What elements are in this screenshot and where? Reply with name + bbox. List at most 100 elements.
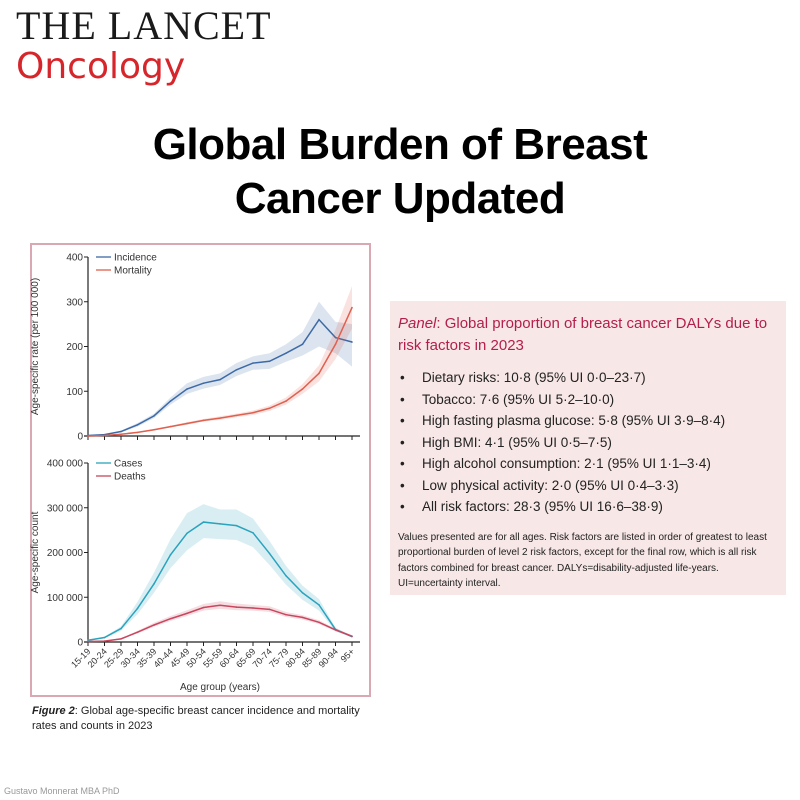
data-point — [301, 591, 304, 594]
data-point — [235, 606, 238, 608]
data-point — [202, 606, 205, 609]
legend-label-cases: Cases — [114, 459, 142, 470]
data-point — [235, 524, 238, 527]
x-tick-label: 95+ — [339, 646, 357, 664]
list-item: Low physical activity: 2·0 (95% UI 0·4–3… — [398, 475, 778, 497]
uncertainty-band-incidence — [88, 301, 352, 436]
data-point — [186, 388, 188, 390]
data-point — [318, 318, 320, 321]
list-item: High BMI: 4·1 (95% UI 0·5–7·5) — [398, 432, 778, 454]
data-point — [103, 640, 106, 642]
list-item: High fasting plasma glucose: 5·8 (95% UI… — [398, 410, 778, 432]
panel-title-label: Panel — [398, 315, 437, 332]
data-point — [169, 553, 172, 556]
data-point — [285, 400, 287, 402]
data-point — [235, 368, 238, 371]
data-point — [136, 431, 139, 434]
data-point — [103, 434, 106, 437]
data-point — [351, 635, 353, 637]
data-point — [235, 414, 238, 417]
uncertainty-band-cases — [88, 504, 352, 641]
data-point — [301, 388, 304, 390]
legend-label-incidence: Incidence — [114, 253, 157, 264]
y-tick-label: 400 000 — [47, 459, 84, 470]
data-point — [153, 624, 155, 626]
legend-label-mortality: Mortality — [114, 266, 152, 277]
title-line-2: Cancer Updated — [234, 174, 566, 223]
panel-title-text: : Global proportion of breast cancer DAL… — [398, 315, 768, 354]
data-point — [285, 613, 287, 616]
x-axis-label: Age group (years) — [180, 682, 260, 693]
data-point — [153, 583, 155, 585]
data-point — [87, 639, 89, 642]
data-point — [103, 636, 106, 639]
data-point — [268, 360, 271, 363]
x-tick-label: 90-94 — [317, 646, 340, 669]
data-point — [120, 430, 122, 433]
oncology-logo: Oncology — [16, 46, 186, 87]
data-point — [186, 612, 188, 615]
data-point — [202, 382, 205, 384]
lancet-logo: THE LANCET — [16, 3, 272, 48]
uncertainty-band-mortality — [88, 286, 352, 436]
title-line-1: Global Burden of Breast — [152, 120, 648, 169]
data-point — [219, 378, 221, 381]
data-point — [219, 417, 221, 419]
risk-factor-list: Dietary risks: 10·8 (95% UI 0·0–23·7) To… — [398, 367, 778, 518]
panel-title: Panel: Global proportion of breast cance… — [398, 313, 778, 357]
data-point — [169, 400, 172, 402]
data-point — [252, 607, 254, 609]
y-tick-label: 200 — [66, 342, 83, 353]
data-point — [252, 532, 254, 534]
data-point — [87, 435, 89, 437]
data-point — [318, 372, 320, 375]
data-point — [136, 607, 139, 610]
data-point — [351, 341, 353, 343]
data-point — [120, 433, 122, 436]
data-point — [334, 629, 337, 631]
figure-caption: Figure 2: Global age-specific breast can… — [32, 704, 377, 734]
list-item: Tobacco: 7·6 (95% UI 5·2–10·0) — [398, 389, 778, 411]
data-point — [87, 640, 89, 643]
data-point — [136, 424, 139, 426]
data-point — [219, 523, 221, 525]
data-point — [186, 532, 188, 535]
data-point — [169, 617, 172, 620]
data-point — [153, 415, 155, 417]
figure-frame — [30, 243, 371, 697]
author-credit: Gustavo Monnerat MBA PhD — [4, 786, 120, 796]
data-point — [334, 343, 337, 346]
list-item: High alcohol consumption: 2·1 (95% UI 1·… — [398, 453, 778, 475]
data-point — [120, 638, 122, 640]
list-item: Dietary risks: 10·8 (95% UI 0·0–23·7) — [398, 367, 778, 389]
y-tick-label: 200 000 — [47, 548, 84, 559]
data-point — [252, 362, 254, 364]
y-tick-label: 0 — [77, 432, 83, 443]
data-point — [301, 343, 304, 346]
y-axis-label: Age-specific rate (per 100 000) — [30, 278, 41, 415]
data-point — [285, 574, 287, 577]
data-point — [318, 604, 320, 606]
data-point — [268, 552, 271, 555]
risk-factor-panel: Panel: Global proportion of breast cance… — [390, 301, 786, 595]
data-point — [351, 306, 353, 309]
y-tick-label: 300 — [66, 297, 83, 308]
legend-label-deaths: Deaths — [114, 472, 146, 483]
data-point — [202, 521, 205, 523]
data-point — [202, 419, 205, 422]
caption-text: : Global age-specific breast cancer inci… — [32, 705, 360, 732]
data-point — [169, 425, 172, 428]
data-point — [268, 608, 271, 611]
data-point — [318, 621, 320, 624]
data-point — [136, 631, 139, 633]
page-title: Global Burden of Breast Cancer Updated — [0, 118, 800, 226]
data-point — [186, 422, 188, 425]
y-tick-label: 0 — [77, 638, 83, 649]
data-point — [120, 627, 122, 630]
panel-note: Values presented are for all ages. Risk … — [398, 531, 767, 590]
y-tick-label: 300 000 — [47, 503, 84, 514]
data-point — [268, 407, 271, 410]
data-point — [219, 604, 221, 607]
data-point — [301, 616, 304, 619]
y-tick-label: 100 000 — [47, 593, 84, 604]
